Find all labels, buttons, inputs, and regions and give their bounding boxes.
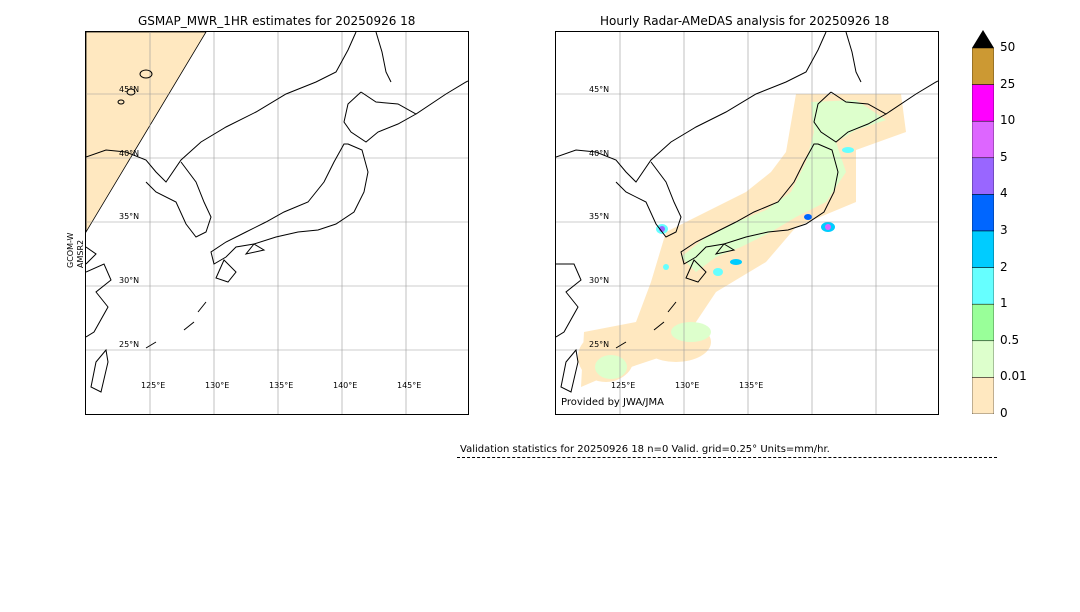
left-map-title: GSMAP_MWR_1HR estimates for 20250926 18 [138,14,416,28]
left-lat-label-40: 40°N [119,149,140,158]
left-lat-label-45: 45°N [119,85,140,94]
colorbar-tick-label: 1 [1000,296,1008,311]
right-map-title: Hourly Radar-AMeDAS analysis for 2025092… [600,14,890,28]
colorbar-band [971,230,995,268]
left-map[interactable] [85,31,469,415]
colorbar-band [971,267,995,305]
colorbar-tick-label: 50 [1000,40,1016,54]
satellite-swath-area [86,32,207,233]
colorbar-tick-label: 4 [1000,186,1008,201]
colorbar-tick-label: 0.01 [1000,369,1027,384]
left-coastlines [86,32,468,393]
validation-divider [457,457,997,458]
right-lat-label-25: 25°N [589,340,610,349]
right-lat-label-45: 45°N [589,85,610,94]
right-lon-label-130: 130°E [675,381,700,390]
precipitation-spots [656,147,854,276]
colorbar-tick-label: 0.5 [1000,332,1020,347]
data-credit: Provided by JWA/JMA [561,397,664,408]
colorbar-tick-label: 0 [1000,406,1008,420]
colorbar-band [971,194,995,232]
colorbar-band [971,340,995,378]
colorbar-svg [971,30,995,415]
left-lon-label-145: 145°E [397,381,422,390]
right-lon-label-135: 135°E [739,381,764,390]
colorbar-band [971,47,995,85]
colorbar-tick-label: 2 [1000,259,1008,274]
colorbar-extend-arrow [972,30,994,48]
left-lat-label-30: 30°N [119,276,140,285]
left-lon-label-130: 130°E [205,381,230,390]
right-coastlines [556,32,938,393]
left-lon-label-135: 135°E [269,381,294,390]
left-lon-label-125: 125°E [141,381,166,390]
left-lat-label-35: 35°N [119,212,140,221]
colorbar-tick-label: 25 [1000,76,1016,91]
colorbar-band [971,157,995,195]
right-grid-lines [556,32,938,414]
left-grid-lines [86,32,468,414]
colorbar-tick-label: 5 [1000,149,1008,164]
right-lat-label-40: 40°N [589,149,610,158]
colorbar-tick-label: 10 [1000,113,1016,128]
left-lat-label-25: 25°N [119,340,140,349]
colorbar [971,30,995,415]
colorbar-band [971,120,995,159]
right-lat-label-35: 35°N [589,212,610,221]
right-lat-label-30: 30°N [589,276,610,285]
right-lon-label-125: 125°E [611,381,636,390]
left-lon-label-140: 140°E [333,381,358,390]
right-map-canvas [556,32,938,414]
colorbar-band [971,84,995,122]
colorbar-band [971,303,995,342]
satellite-name-label: GCOM-W [66,232,75,268]
validation-statistics: Validation statistics for 20250926 18 n=… [460,444,830,455]
colorbar-tick-label: 3 [1000,223,1008,237]
left-map-canvas [86,32,468,414]
sensor-name-label: AMSR2 [76,239,85,268]
precipitation-light [595,100,886,379]
right-map[interactable] [555,31,939,415]
colorbar-band [971,377,995,415]
